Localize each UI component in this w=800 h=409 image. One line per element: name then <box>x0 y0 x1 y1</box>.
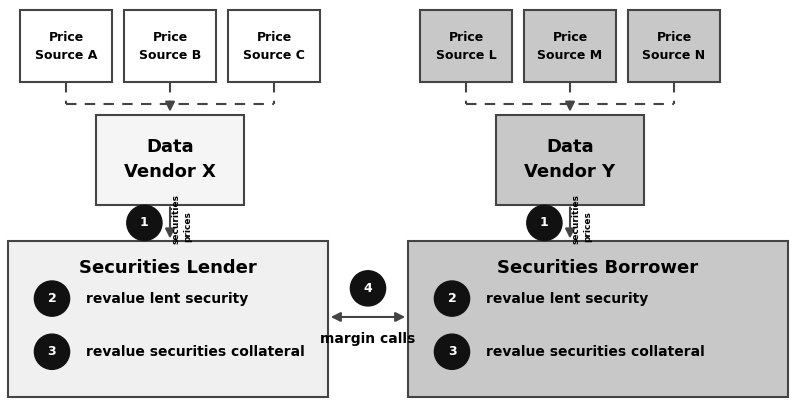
Ellipse shape <box>34 281 70 316</box>
Ellipse shape <box>350 271 386 306</box>
Text: 1: 1 <box>140 216 149 229</box>
Text: Price
Source B: Price Source B <box>139 31 201 61</box>
Text: 4: 4 <box>364 282 372 295</box>
Text: 1: 1 <box>540 216 549 229</box>
Text: Securities Lender: Securities Lender <box>79 259 257 277</box>
Bar <box>124 10 216 82</box>
Text: Price
Source N: Price Source N <box>642 31 706 61</box>
Text: 2: 2 <box>448 292 456 305</box>
Text: 3: 3 <box>48 345 56 358</box>
Text: Price
Source L: Price Source L <box>436 31 496 61</box>
Ellipse shape <box>434 281 470 316</box>
Ellipse shape <box>434 334 470 369</box>
Text: revalue lent security: revalue lent security <box>86 292 248 306</box>
Text: revalue securities collateral: revalue securities collateral <box>86 345 304 359</box>
Bar <box>20 10 112 82</box>
Bar <box>524 10 616 82</box>
Text: Price
Source A: Price Source A <box>35 31 97 61</box>
Bar <box>408 241 788 397</box>
Bar <box>496 115 644 204</box>
Ellipse shape <box>127 205 162 240</box>
Text: prices: prices <box>183 211 192 243</box>
Bar <box>628 10 720 82</box>
Text: Price
Source M: Price Source M <box>538 31 602 61</box>
Text: 2: 2 <box>48 292 56 305</box>
Text: revalue lent security: revalue lent security <box>486 292 648 306</box>
Text: 3: 3 <box>448 345 456 358</box>
Bar <box>228 10 320 82</box>
Text: Data
Vendor Y: Data Vendor Y <box>525 138 615 181</box>
Text: revalue securities collateral: revalue securities collateral <box>486 345 704 359</box>
Text: securities: securities <box>572 194 581 244</box>
Bar <box>8 241 328 397</box>
Text: Price
Source C: Price Source C <box>243 31 305 61</box>
Ellipse shape <box>34 334 70 369</box>
Text: Securities Borrower: Securities Borrower <box>498 259 698 277</box>
Text: prices: prices <box>583 211 592 243</box>
Bar <box>420 10 512 82</box>
Text: margin calls: margin calls <box>320 333 416 346</box>
Text: securities: securities <box>172 194 181 244</box>
Bar <box>96 115 244 204</box>
Text: Data
Vendor X: Data Vendor X <box>124 138 216 181</box>
Ellipse shape <box>526 205 562 240</box>
